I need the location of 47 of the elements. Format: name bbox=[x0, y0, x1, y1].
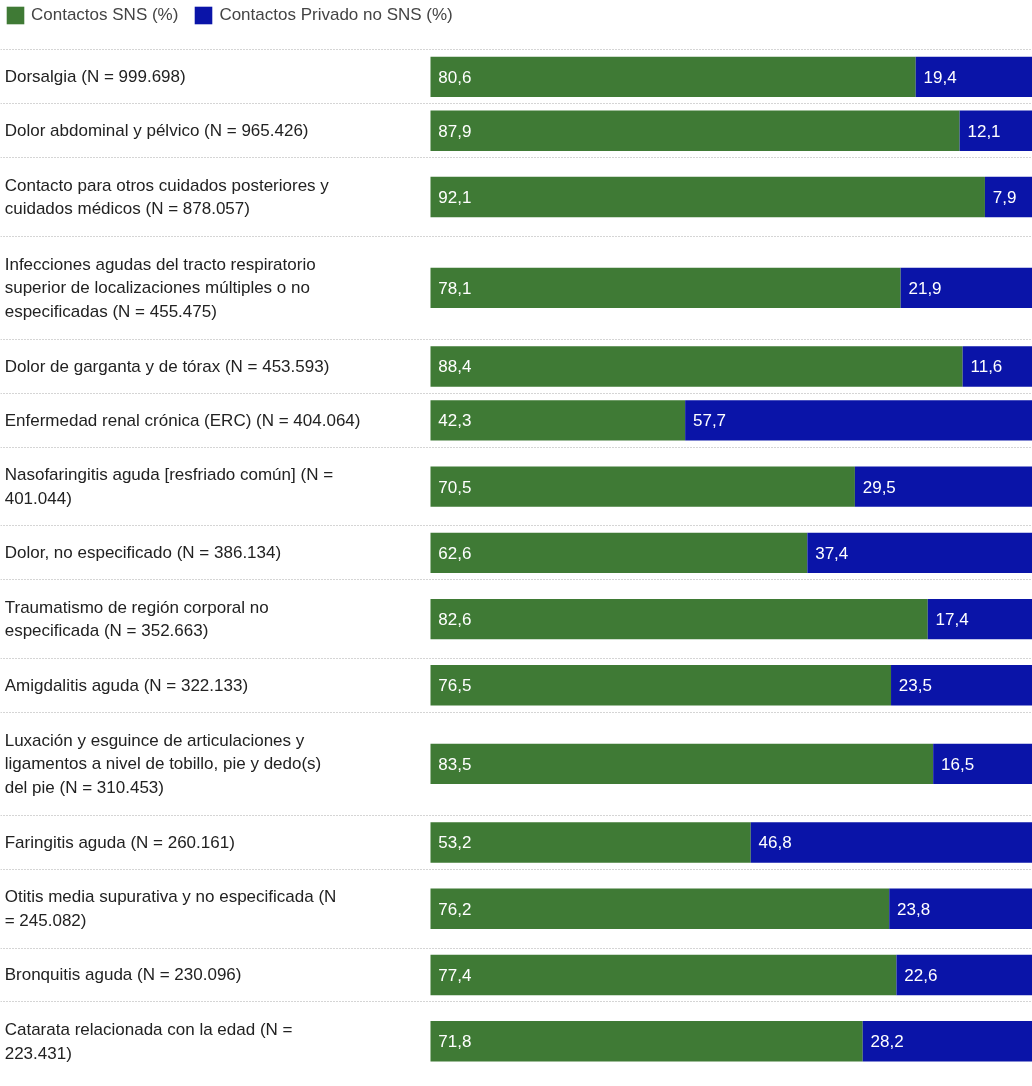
y-tick-label: Faringitis aguda (N = 260.161) bbox=[4, 833, 235, 852]
data-label: 82,6 bbox=[438, 610, 472, 630]
data-label: 57,7 bbox=[692, 411, 727, 431]
data-label: 12,1 bbox=[967, 121, 1001, 141]
data-label: 22,6 bbox=[904, 965, 938, 985]
legend-label: Contactos Privado no SNS (%) bbox=[219, 5, 453, 25]
y-tick-label: Catarata relacionada con la edad (N = 223.431) bbox=[4, 1019, 293, 1063]
data-label: 87,9 bbox=[438, 121, 472, 141]
data-label: 76,5 bbox=[438, 676, 472, 696]
data-label: 7,9 bbox=[992, 187, 1017, 207]
data-label: 78,1 bbox=[438, 278, 472, 298]
legend-label: Contactos SNS (%) bbox=[31, 5, 179, 25]
y-tick-label: Dolor abdominal y pélvico (N = 965.426) bbox=[4, 121, 309, 141]
data-label: 83,5 bbox=[438, 754, 472, 774]
data-label: 88,4 bbox=[438, 357, 472, 377]
data-label: 62,6 bbox=[438, 543, 472, 563]
data-label: 92,1 bbox=[438, 187, 472, 207]
data-label: 37,4 bbox=[815, 543, 849, 563]
y-tick-label: Dolor de garganta y de tórax (N = 453.593) bbox=[4, 356, 330, 376]
data-label: 46,8 bbox=[758, 833, 792, 853]
y-tick-label: Dolor, no especificado (N = 386.134) bbox=[4, 543, 282, 563]
data-label: 23,5 bbox=[898, 676, 932, 696]
y-tick-label: Amigdalitis aguda (N = 322.133) bbox=[4, 675, 249, 695]
data-label: 76,2 bbox=[438, 899, 472, 919]
data-label: 17,4 bbox=[935, 610, 969, 630]
y-tick-label: Enfermedad renal crónica (ERC) (N = 404.064) bbox=[4, 410, 361, 430]
data-label: 28,2 bbox=[870, 1032, 904, 1052]
data-label: 80,6 bbox=[438, 67, 472, 87]
y-tick-label: Dorsalgia (N = 999.698) bbox=[4, 67, 186, 87]
y-tick-label: Bronquitis aguda (N = 230.096) bbox=[4, 965, 242, 985]
y-tick-label: Luxación y esguince de articulaciones y ligamentos a nivel de tobillo, pie y dedo(s) del pie (N = 310.453) bbox=[4, 730, 322, 798]
data-label: 53,2 bbox=[438, 833, 472, 853]
y-tick-label: Infecciones agudas del tracto respiratorio superior de localizaciones múltiples o no especificadas (N = 455.475) bbox=[4, 254, 316, 322]
data-label: 77,4 bbox=[438, 965, 472, 985]
data-label: 19,4 bbox=[923, 67, 957, 87]
data-label: 71,8 bbox=[438, 1032, 472, 1052]
y-tick-label: Contacto para otros cuidados posteriores y cuidados médicos (N = 878.057) bbox=[4, 175, 330, 219]
data-label: 29,5 bbox=[862, 477, 896, 497]
data-label: 42,3 bbox=[438, 411, 472, 431]
y-tick-label: Nasofaringitis aguda [resfriado común] (N = 401.044) bbox=[4, 465, 334, 508]
y-tick-label: Traumatismo de región corporal no especificada (N = 352.663) bbox=[4, 597, 269, 641]
data-label: 23,8 bbox=[897, 899, 931, 919]
data-label: 70,5 bbox=[438, 477, 472, 497]
data-label: 21,9 bbox=[908, 278, 942, 298]
data-label: 11,6 bbox=[970, 357, 1003, 377]
data-label: 16,5 bbox=[941, 754, 975, 774]
y-tick-label: Otitis media supurativa y no especificada (N = 245.082) bbox=[4, 887, 337, 931]
